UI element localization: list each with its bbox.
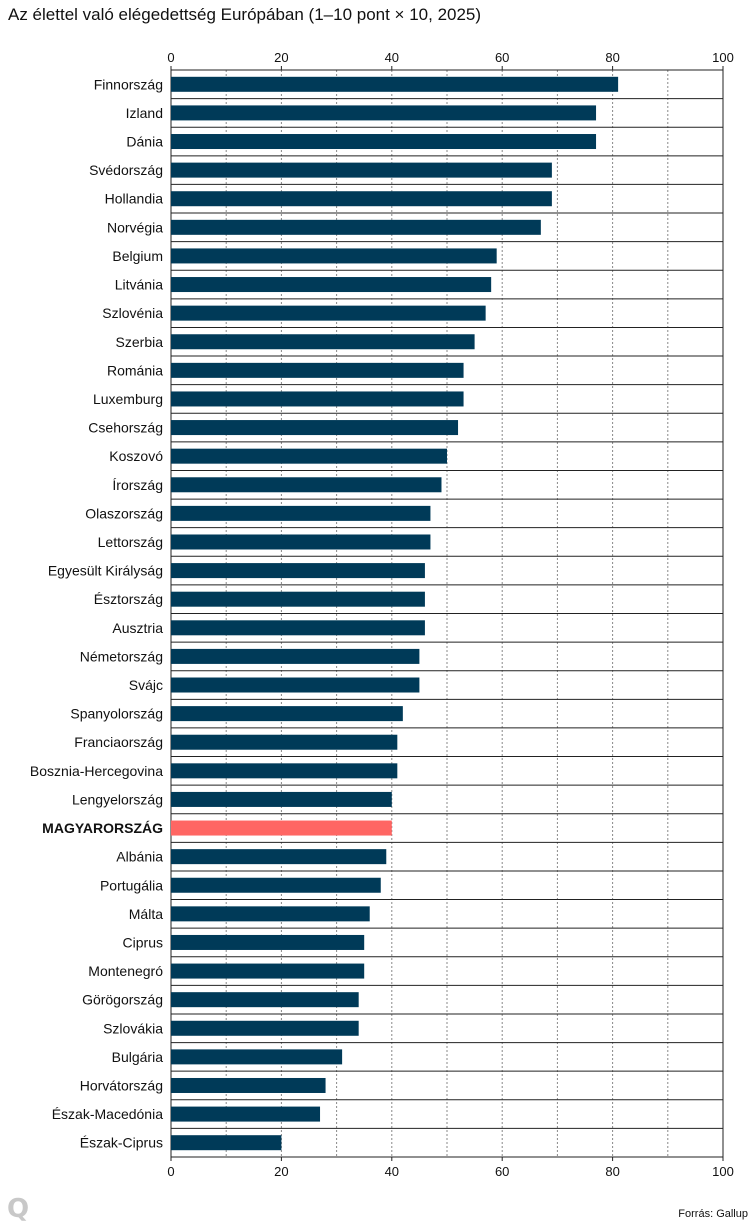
plot-frame [170,69,724,1158]
publisher-logo: Q [7,1194,30,1224]
bar [171,1135,282,1151]
category-label: Norvégia [107,219,163,235]
x-tick-label-bottom: 40 [385,1164,399,1179]
bar [171,591,425,607]
bar [171,734,398,750]
bar [171,820,392,836]
bar [171,763,398,779]
x-tick-label-top: 100 [712,50,734,65]
category-label: Egyesült Királyság [48,563,163,579]
bar [171,677,420,693]
x-tick-label-bottom: 80 [605,1164,619,1179]
category-label: Portugália [100,877,163,893]
x-tick-label-top: 20 [274,50,288,65]
bar [171,648,420,664]
category-label: Írország [112,477,163,493]
bar [171,448,447,464]
category-label: Finnország [94,76,163,92]
bar [171,620,425,636]
bar [171,191,552,207]
category-label: Spanyolország [70,706,163,722]
category-label: Svédország [89,162,163,178]
bar [171,162,552,178]
category-label: Bosznia-Hercegovina [30,763,163,779]
category-label: Szlovénia [102,305,163,321]
x-tick-label-top: 40 [385,50,399,65]
category-label: Szerbia [116,334,164,350]
category-label: Belgium [112,248,163,264]
category-label: Észak-Macedónia [52,1106,163,1122]
category-label: Lettország [98,534,163,550]
category-label: Montenegró [88,963,163,979]
bar [171,219,541,235]
x-tick-label-bottom: 20 [274,1164,288,1179]
bar [171,1049,343,1065]
x-tick-label-bottom: 100 [712,1164,734,1179]
category-label: Horvátország [80,1077,163,1093]
category-label: Németország [80,648,163,664]
category-label: Csehország [88,420,163,436]
category-label: Ausztria [112,620,163,636]
category-label: Ciprus [123,934,163,950]
bar [171,105,597,121]
bar [171,877,381,893]
bar [171,505,431,521]
bar [171,791,392,807]
category-label: Románia [107,362,163,378]
x-tick-label-top: 0 [167,50,174,65]
x-tick-label-top: 60 [495,50,509,65]
bar [171,248,497,264]
bar [171,477,442,493]
category-label: Bulgária [112,1049,164,1065]
bar [171,362,464,378]
bar [171,76,619,92]
category-label: Málta [129,906,163,922]
bar [171,992,359,1008]
bar [171,1020,359,1036]
category-label: Hollandia [105,191,164,207]
bar [171,534,431,550]
category-label: Szlovákia [103,1020,163,1036]
bar [171,963,365,979]
bar [171,906,370,922]
category-label: Dánia [126,134,163,150]
category-label: Svájc [129,677,163,693]
bar [171,391,464,407]
x-tick-label-top: 80 [605,50,619,65]
chart-title: Az élettel való elégedettség Európában (… [8,5,482,24]
bar [171,305,486,321]
category-label: Észtország [94,591,163,607]
bar [171,334,475,350]
category-label: Franciaország [74,734,163,750]
category-label: Litvánia [115,277,163,293]
bar [171,934,365,950]
category-label: Albánia [116,849,163,865]
category-label: Lengyelország [72,791,163,807]
category-label: Izland [126,105,163,121]
bar [171,420,459,436]
x-tick-label-bottom: 60 [495,1164,509,1179]
category-label: Olaszország [85,505,163,521]
bar [171,1077,326,1093]
bar [171,849,387,865]
category-label: Görögország [82,992,163,1008]
bar [171,134,597,150]
bar [171,706,403,722]
source-note: Forrás: Gallup [678,1208,748,1220]
bar [171,1106,321,1122]
category-label: Észak-Ciprus [80,1135,163,1151]
category-label: Luxemburg [93,391,163,407]
bar [171,563,425,579]
bar [171,277,492,293]
category-label: Koszovó [109,448,163,464]
category-label: MAGYARORSZÁG [42,820,163,836]
x-tick-label-bottom: 0 [167,1164,174,1179]
